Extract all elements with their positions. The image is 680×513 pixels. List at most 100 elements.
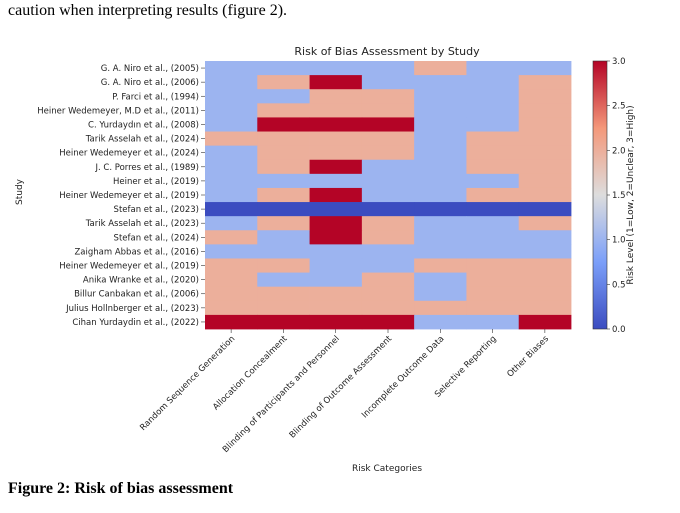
study-label: C. Yurdaydın et al., (2008) [88,120,199,130]
heatmap-cell [257,272,310,288]
study-label: Cihan Yurdaydin et al., (2022) [72,318,199,328]
heatmap-cell [466,314,520,330]
heatmap-cell [361,244,415,259]
heatmap-cell [257,202,310,217]
heatmap-cell [257,145,310,161]
study-label: Heiner et al., (2019) [113,177,199,187]
heatmap-cell [205,131,258,147]
heatmap-cell [205,258,258,273]
heatmap-cell [257,314,310,330]
study-label: Heiner Wedemeyer, M.D et al., (2011) [37,106,199,116]
heatmap-cell [361,272,415,288]
heatmap-cell [309,131,363,147]
heatmap-cell [257,244,310,259]
heatmap-cell [361,230,415,245]
heatmap-cell [257,103,310,118]
heatmap-cell [466,131,520,147]
heatmap-cell [205,173,258,189]
heatmap-cell [518,173,572,189]
study-label: Tarik Asselah et al., (2023) [85,219,199,229]
heatmap-cell [205,202,258,217]
heatmap-cell [414,159,467,175]
heatmap-cell [518,117,572,132]
heatmap-cell [414,272,467,288]
heatmap-cell [257,75,310,90]
heatmap-cell [518,216,572,231]
heatmap-cell [414,300,467,316]
heatmap-cell [257,300,310,316]
heatmap-cell [257,286,310,302]
study-label: J. C. Porres et al., (1989) [95,163,200,173]
heatmap-cell [205,300,258,316]
heatmap-cell [518,286,572,302]
heatmap-cell [466,272,520,288]
heatmap-cell [518,258,572,273]
study-label: Anika Wranke et al., (2020) [83,276,199,286]
study-label: Julius Hollnberger et al., (2023) [65,304,199,314]
heatmap-cell [205,75,258,90]
colorbar-tick-label: 2.0 [612,146,626,156]
category-label: Random Sequence Generation [138,334,237,433]
heatmap-cell [205,89,258,104]
heatmap-cell [309,187,363,203]
heatmap-cell [309,272,363,288]
heatmap-cell [361,173,415,189]
heatmap-cell [518,187,572,203]
heatmap-cell [361,286,415,302]
heatmap-cell [309,258,363,273]
heatmap-cell [309,75,363,90]
heatmap-cell [466,75,520,90]
heatmap-cell [309,145,363,161]
colorbar-label: Risk Level (1=Low, 2=Unclear, 3=High) [626,105,636,284]
heatmap-cell [205,159,258,175]
heatmap-cell [361,145,415,161]
heatmap-cell [309,61,363,76]
heatmap-cell [518,131,572,147]
heatmap-cell [257,89,310,104]
heatmap-cell [361,131,415,147]
heatmap-cell [205,286,258,302]
colorbar-tick-label: 0.5 [612,280,626,290]
colorbar-tick-label: 1.0 [612,236,626,246]
heatmap-cell [205,244,258,259]
heatmap-cell [361,187,415,203]
heatmap-cell [309,103,363,118]
chart-title: Risk of Bias Assessment by Study [294,45,480,58]
heatmap-cell [414,258,467,273]
figure-caption: Figure 2: Risk of bias assessment [8,480,234,497]
heatmap-cell [361,103,415,118]
heatmap-cell [518,300,572,316]
heatmap-cell [518,244,572,259]
heatmap-cell [205,230,258,245]
heatmap-cell [361,216,415,231]
study-label: Heiner Wedemeyer et al., (2019) [59,191,199,201]
heatmap-cell [309,286,363,302]
heatmap-cell [466,89,520,104]
heatmap-cell [414,131,467,147]
heatmap-cell [414,244,467,259]
heatmap-cell [309,244,363,259]
heatmap-cell [466,244,520,259]
heatmap-cell [361,117,415,132]
study-label: P. Farci et al., (1994) [112,92,199,102]
study-label: Stefan et al., (2024) [114,233,199,243]
category-label: Other Biases [505,334,551,380]
heatmap-cells [205,61,572,330]
category-label: Blinding of Participants and Personnel [221,334,342,455]
study-label: Zaigham Abbas et al., (2016) [74,247,199,257]
heatmap-cell [466,173,520,189]
heatmap-cell [361,61,415,76]
heatmap-cell [518,314,572,330]
heatmap-cell [414,75,467,90]
heatmap-cell [414,61,467,76]
heatmap-cell [309,159,363,175]
study-label: Tarik Asselah et al., (2024) [85,135,199,145]
heatmap-cell [257,117,310,132]
x-axis-label: Risk Categories [352,464,422,474]
heatmap-cell [466,202,520,217]
heatmap-cell [361,314,415,330]
heatmap-cell [414,173,467,189]
heatmap-cell [309,173,363,189]
